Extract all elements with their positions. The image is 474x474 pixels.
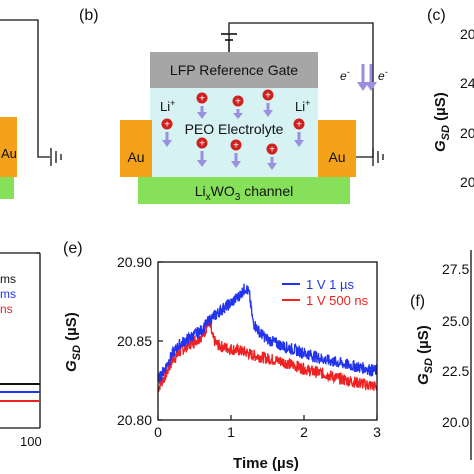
ion-8: + (266, 143, 278, 170)
ion-label-left: Li+ (160, 98, 175, 114)
svg-text:+: + (235, 97, 241, 108)
x-axis-label-e: Time (µs) (233, 455, 299, 472)
svg-text:+: + (296, 120, 302, 131)
electron-label-2: e- (378, 67, 388, 83)
svg-text:+: + (164, 120, 170, 131)
ground-icon-b (372, 148, 384, 166)
circuit-wire (228, 22, 374, 157)
wire-panel-a (0, 19, 50, 158)
y-tick-f-2: 25.0 (442, 313, 469, 329)
legend-label-1: 1 V 1 µs (306, 277, 354, 292)
panel-b: (b) LFP Reference Gate Au Au LixWO3 chan… (79, 7, 388, 204)
electrolyte-label: PEO Electrolyte (185, 121, 284, 137)
panel-e: (e) GSD (µS) Time (µs) 0 1 2 3 20.80 20.85 20.… (63, 240, 381, 472)
electrode-right (318, 120, 356, 177)
ion-6: + (196, 137, 208, 167)
electron-arrow-1 (357, 64, 369, 91)
y-axis-label-c: GSD (µS) (432, 92, 452, 152)
ion-4: + (161, 118, 173, 147)
ground-icon (50, 148, 62, 166)
legend-entry-3: ns (0, 302, 13, 316)
legend-entry-1: ms (0, 272, 16, 286)
legend-entry-2: ms (0, 287, 16, 301)
x-tick-label: 0 (154, 424, 162, 440)
y-tick-f-3: 22.5 (442, 363, 469, 379)
ion-label-right: Li+ (295, 98, 310, 114)
ion-2: + (232, 95, 244, 119)
y-tick-f-4: 20.0 (442, 414, 469, 430)
channel-panel-a (0, 177, 14, 199)
ion-7: + (230, 139, 242, 168)
electron-arrow-2 (365, 64, 377, 91)
electron-label-1: e- (340, 67, 350, 83)
ion-1: + (196, 92, 208, 119)
panel-label-e: (e) (63, 240, 83, 257)
x-tick-label: 1 (227, 424, 235, 440)
panel-label-c: (c) (427, 7, 446, 24)
panel-f: (f) 27.5 25.0 22.5 20.0 GSD (µS) (410, 250, 472, 460)
battery-icon (221, 33, 237, 41)
y-tick-f-1: 27.5 (442, 261, 469, 277)
channel-label: LixWO3 channel (195, 183, 294, 203)
panel-label-b: (b) (79, 7, 99, 24)
y-tick-label: 20.85 (117, 333, 152, 349)
electrode-label-left: Au (127, 149, 144, 165)
electrode-left (120, 120, 152, 177)
electrode-left-panel-a (0, 117, 17, 177)
x-tick-label-100: 100 (20, 434, 42, 449)
y-tick-c-3: 20 (460, 125, 474, 141)
y-tick-c-1: 20 (460, 26, 474, 42)
x-tick-label: 2 (300, 424, 308, 440)
svg-text:+: + (199, 139, 205, 150)
y-tick-c-4: 20 (460, 174, 474, 190)
svg-text:+: + (233, 141, 239, 152)
electrode-label-panel-a: Au (1, 146, 17, 161)
chart-e: 0 1 2 3 20.80 20.85 20.90 1 V 1 µs1 V 500 ns (117, 254, 381, 440)
y-tick-label: 20.90 (117, 254, 152, 270)
series-line-1 (157, 283, 378, 384)
series-line-2 (157, 315, 378, 392)
x-tick-label: 3 (373, 424, 381, 440)
svg-text:+: + (199, 94, 205, 105)
y-tick-label: 20.80 (117, 412, 152, 428)
panel-d-partial: ms ms ns 100 (0, 252, 42, 449)
y-tick-c-2: 24 (460, 75, 474, 91)
ion-3: + (262, 89, 274, 117)
legend-label-2: 1 V 500 ns (306, 293, 369, 308)
electrode-label-right: Au (328, 149, 345, 165)
svg-text:+: + (265, 91, 271, 102)
panel-a-top: Au (0, 19, 62, 199)
gate-label: LFP Reference Gate (170, 62, 298, 78)
ion-5: + (293, 118, 305, 147)
gate-layer (150, 52, 318, 88)
panel-label-f: (f) (410, 293, 425, 310)
svg-text:+: + (269, 145, 275, 156)
panel-c: (c) 20 24 20 20 GSD (µS) (427, 7, 474, 190)
y-axis-label-e: GSD (µS) (63, 312, 83, 372)
channel-layer (138, 177, 350, 204)
y-axis-label-f: GSD (µS) (415, 325, 435, 385)
